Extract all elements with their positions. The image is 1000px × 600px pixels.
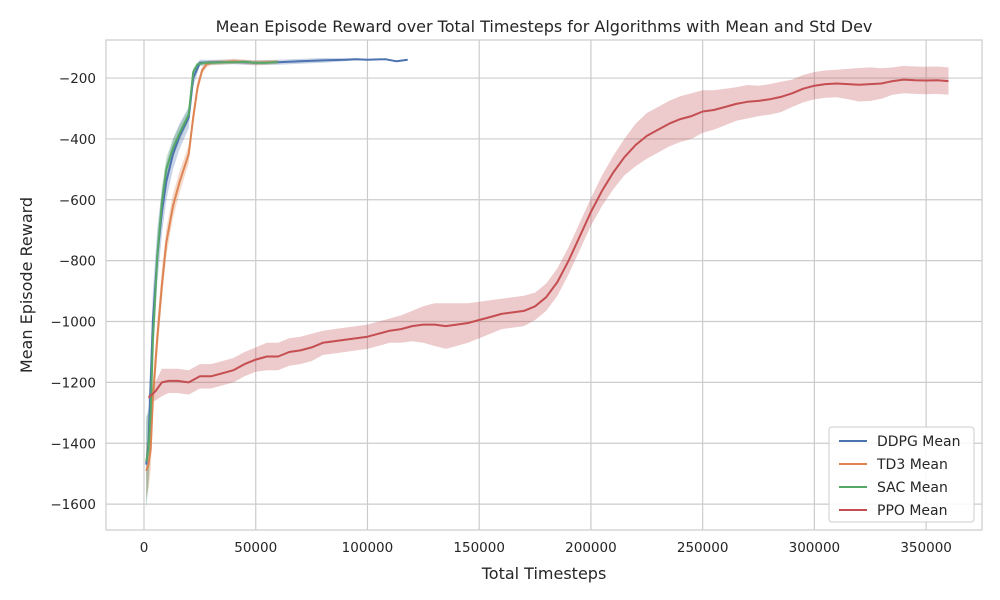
y-tick-labels: −1600 −1400 −1200 −1000 −800 −600 −400 −200 bbox=[50, 71, 96, 513]
ddpg-mean-legend-label: DDPG Mean bbox=[877, 434, 960, 450]
y-tick-label: −1600 bbox=[50, 497, 96, 513]
td3-mean-legend-label: TD3 Mean bbox=[876, 457, 948, 473]
x-tick-label: 0 bbox=[140, 540, 149, 556]
legend-box bbox=[828, 426, 975, 523]
chart-title: Mean Episode Reward over Total Timesteps… bbox=[216, 17, 873, 36]
ppo-mean-legend-label: PPO Mean bbox=[877, 503, 948, 519]
x-tick-label: 250000 bbox=[677, 540, 729, 556]
legend: DDPG Mean TD3 Mean SAC Mean PPO Mean bbox=[828, 426, 975, 523]
std-bands bbox=[146, 58, 949, 508]
x-axis-title: Total Timesteps bbox=[481, 564, 607, 583]
x-tick-label: 300000 bbox=[789, 540, 841, 556]
y-tick-label: −1200 bbox=[50, 375, 96, 391]
y-tick-label: −400 bbox=[59, 132, 96, 148]
x-tick-label: 200000 bbox=[565, 540, 617, 556]
x-tick-labels: 0 50000 100000 150000 200000 250000 300000 3500… bbox=[140, 540, 952, 556]
mean-lines bbox=[145, 58, 949, 472]
ppo-mean-line bbox=[147, 78, 949, 399]
y-tick-label: −1400 bbox=[50, 436, 96, 452]
sac-mean-legend-label: SAC Mean bbox=[877, 480, 948, 496]
y-tick-label: −200 bbox=[59, 71, 96, 87]
grid-lines bbox=[106, 40, 982, 530]
x-tick-label: 350000 bbox=[900, 540, 952, 556]
x-tick-label: 100000 bbox=[342, 540, 394, 556]
x-tick-label: 50000 bbox=[234, 540, 277, 556]
y-tick-label: −1000 bbox=[50, 315, 96, 331]
y-axis-title: Mean Episode Reward bbox=[17, 197, 36, 373]
y-tick-label: −600 bbox=[59, 193, 96, 209]
ppo-mean-std-band bbox=[148, 65, 949, 401]
x-tick-label: 150000 bbox=[453, 540, 505, 556]
sac-mean-line bbox=[145, 60, 279, 462]
y-tick-label: −800 bbox=[59, 254, 96, 270]
